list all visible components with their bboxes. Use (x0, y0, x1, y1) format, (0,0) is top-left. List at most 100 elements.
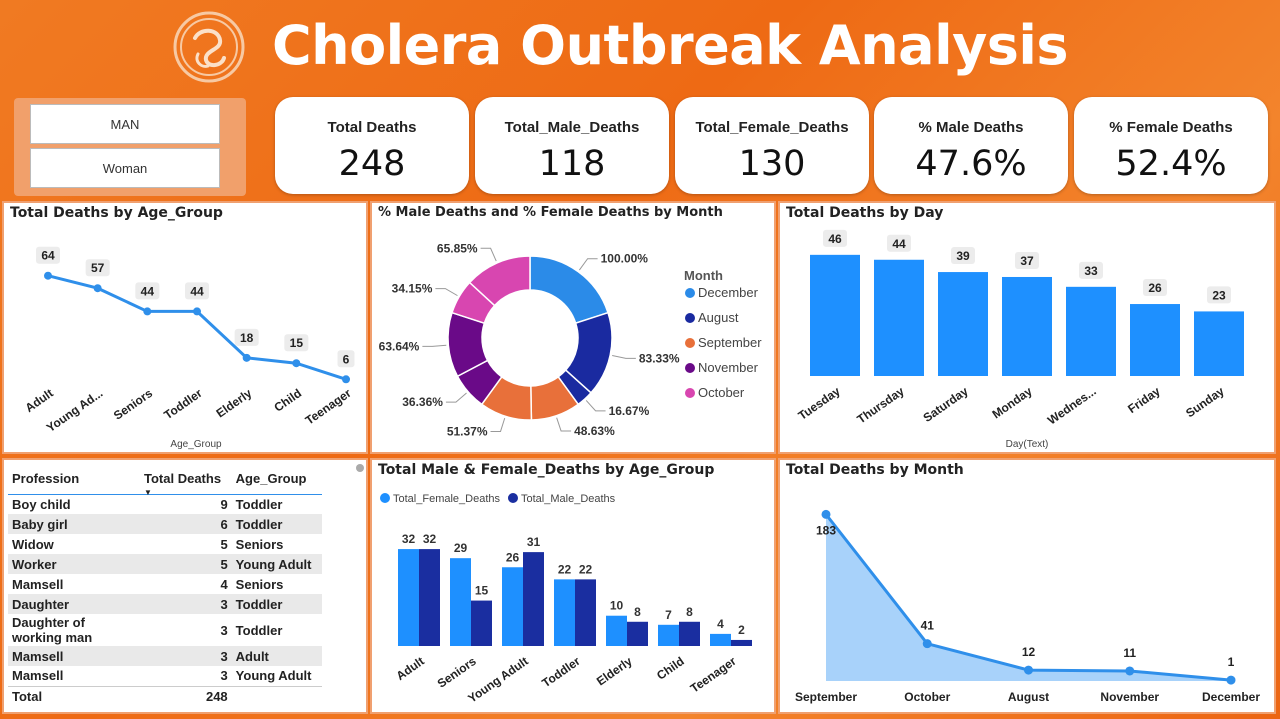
leader-line (435, 288, 458, 297)
cell-age-group: Toddler (235, 622, 283, 638)
table-row[interactable]: Daughter 3 Toddler (8, 594, 322, 614)
bar (627, 621, 648, 646)
data-point (342, 375, 350, 384)
bar (502, 567, 523, 646)
data-label-bg (284, 334, 309, 352)
table-row[interactable]: Worker 5 Young Adult (8, 554, 322, 574)
data-label-bg (1015, 251, 1039, 269)
data-label: 183 (816, 523, 836, 537)
data-label: 29 (454, 541, 468, 555)
data-label: 22 (579, 562, 593, 576)
x-tick-label: Toddler (161, 386, 205, 422)
bar (810, 254, 860, 376)
x-tick-label: Monday (990, 384, 1035, 422)
leader-line (578, 258, 598, 271)
legend-swatch (685, 313, 695, 323)
data-label-bg (1143, 279, 1167, 297)
data-point (193, 307, 201, 316)
x-tick-label: Adult (394, 654, 427, 683)
leader-line (612, 354, 636, 359)
kpi-label: % Female Deaths (1109, 119, 1233, 136)
area-fill (826, 514, 1231, 681)
cell-profession: Daughter (8, 594, 140, 614)
cell-total-deaths: 3 (140, 594, 232, 614)
data-label: 83.33% (639, 351, 680, 365)
legend-swatch (685, 288, 695, 298)
data-label: 22 (558, 562, 572, 576)
total-label: Total (8, 685, 140, 706)
chart-title: Total Deaths by Day (786, 205, 944, 221)
data-label: 4 (717, 617, 724, 631)
leader-line (480, 247, 497, 262)
table-row[interactable]: Daughter of working man 3 Toddler (8, 614, 322, 646)
cell-age-group: Seniors (235, 576, 284, 592)
bar (575, 579, 596, 646)
table-row[interactable]: Baby girl 6 Toddler (8, 514, 322, 534)
x-tick-label: Thursday (854, 384, 907, 427)
column-header-total-deaths[interactable]: Total Deaths ▼ (140, 464, 232, 497)
x-tick-label: Sunday (1183, 384, 1227, 421)
month-donut-chart: 100.00% 83.33% 16.67% 48.63% 51.37% 36.36% 63.… (379, 241, 763, 438)
cell-age-group: Seniors (235, 536, 284, 552)
x-tick-label: Seniors (111, 386, 155, 423)
column-header-age-group[interactable]: Age_Group (235, 471, 307, 487)
cell-age-group: Adult (231, 646, 322, 666)
table-row[interactable]: Boy child 9 Toddler (8, 494, 322, 514)
data-label: 6 (343, 352, 350, 366)
legend-item: September (698, 335, 762, 350)
data-label-bg (85, 259, 110, 277)
x-tick-label: October (904, 690, 950, 704)
cell-age-group: Young Adult (231, 554, 322, 574)
data-label: 57 (91, 261, 105, 275)
x-tick-label: Elderly (214, 386, 255, 421)
table-row[interactable]: Widow 5 Seniors (8, 534, 322, 554)
data-point (292, 359, 301, 368)
data-label: 34.15% (392, 282, 433, 296)
cell-profession: Worker (8, 554, 140, 574)
cell-profession: Mamsell (12, 576, 64, 592)
data-label-bg (337, 350, 355, 368)
x-tick-label: Adult (23, 386, 56, 415)
data-label: 8 (686, 605, 693, 619)
column-header-profession[interactable]: Profession (12, 471, 80, 487)
bar (1130, 304, 1180, 376)
kpi-label: Total_Male_Deaths (504, 119, 640, 136)
data-point (922, 639, 932, 649)
data-label: 51.37% (447, 424, 488, 438)
male-female-bar-chart: Total_Female_Deaths Total_Male_Deaths 32 32… (380, 493, 752, 706)
table-row[interactable]: Mamsell 3 Young Adult (8, 666, 322, 686)
table-row[interactable]: Mamsell 4 Seniors (8, 574, 322, 594)
data-label: 26 (506, 550, 520, 564)
x-axis-title: Age_Group (170, 439, 222, 450)
data-label: 11 (1123, 646, 1136, 660)
data-label: 32 (402, 532, 416, 546)
logo-icon (170, 10, 248, 84)
column-header-label: Total Deaths (144, 471, 222, 487)
data-label: 44 (190, 284, 204, 298)
table-row[interactable]: Mamsell 3 Adult (8, 646, 322, 666)
cell-age-group: Toddler (231, 594, 322, 614)
cell-profession: Widow (12, 536, 54, 552)
data-label-bg (887, 234, 911, 252)
cell-total-deaths: 5 (140, 554, 232, 574)
data-point (1125, 666, 1135, 676)
cell-age-group: Young Adult (235, 668, 312, 684)
data-point (242, 353, 251, 362)
cell-total-deaths: 5 (220, 536, 228, 552)
bar (1066, 286, 1116, 376)
cell-total-deaths: 4 (220, 576, 228, 592)
bar (679, 621, 700, 646)
x-tick-label: September (795, 690, 857, 704)
data-point (143, 307, 152, 316)
leader-line (556, 417, 572, 432)
x-tick-label: December (1202, 690, 1260, 704)
x-tick-label: Seniors (435, 654, 479, 691)
slicer-option-man[interactable]: MAN (30, 104, 220, 144)
legend-title: Month (684, 268, 723, 283)
legend-swatch (685, 388, 695, 398)
chart-title: Total Deaths by Age_Group (10, 205, 223, 221)
cell-profession: Boy child (12, 496, 71, 512)
data-label-bg (1207, 286, 1231, 304)
scrollbar-thumb[interactable] (356, 464, 364, 472)
slicer-option-woman[interactable]: Woman (30, 148, 220, 188)
